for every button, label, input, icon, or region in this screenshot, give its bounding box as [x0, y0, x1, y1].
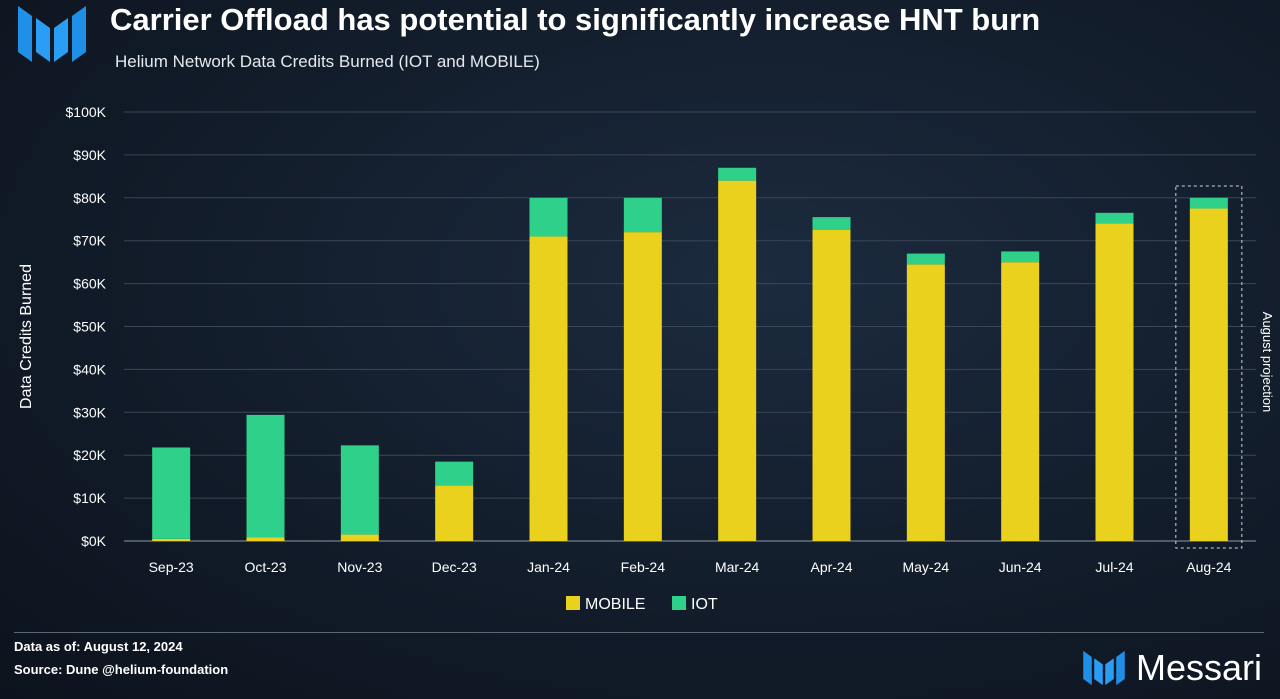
legend-swatch-mobile — [566, 596, 580, 610]
y-tick-label: $20K — [73, 447, 106, 463]
bar-iot — [623, 197, 662, 233]
y-tick-label: $50K — [73, 319, 106, 335]
bar-iot — [152, 447, 191, 539]
bar-iot — [906, 253, 945, 265]
x-tick-label: May-24 — [902, 559, 949, 575]
y-tick-label: $100K — [66, 104, 107, 120]
bar-mobile — [246, 537, 285, 541]
y-tick-label: $90K — [73, 147, 106, 163]
brand-lockup: Messari — [1082, 645, 1262, 691]
projection-annotation: August projection — [1260, 312, 1275, 412]
y-tick-label: $30K — [73, 404, 106, 420]
bar-mobile — [718, 180, 757, 541]
stacked-bar-chart: $0K $10K $20K $30K $40K $50K $60K $70K $80K $90K $… — [18, 104, 1275, 613]
y-tick-label: $0K — [81, 533, 107, 549]
bar-iot — [1095, 212, 1134, 224]
x-tick-label: Sep-23 — [149, 559, 194, 575]
bar-iot — [435, 461, 474, 486]
x-tick-label: Dec-23 — [432, 559, 477, 575]
bar-mobile — [812, 229, 851, 541]
x-tick-label: Nov-23 — [337, 559, 382, 575]
messari-logo-icon — [18, 6, 86, 62]
bar-iot — [718, 167, 757, 181]
y-tick-label: $60K — [73, 276, 106, 292]
bar-iot — [246, 414, 285, 538]
bar-mobile — [1189, 208, 1228, 541]
x-tick-label: Feb-24 — [621, 559, 666, 575]
legend-swatch-iot — [672, 596, 686, 610]
y-tick-label: $80K — [73, 190, 106, 206]
messari-logo-icon — [1083, 650, 1125, 686]
data-as-of-note: Data as of: August 12, 2024 — [14, 639, 183, 654]
bar-mobile — [152, 538, 191, 541]
chart-subtitle: Helium Network Data Credits Burned (IOT … — [115, 52, 540, 71]
bar-iot — [1001, 251, 1040, 263]
footer-divider — [14, 632, 1264, 633]
y-tick-label: $10K — [73, 490, 106, 506]
x-tick-label: Aug-24 — [1186, 559, 1231, 575]
page-title: Carrier Offload has potential to signifi… — [110, 2, 1041, 37]
x-tick-label: Jan-24 — [527, 559, 570, 575]
projection-box — [1175, 185, 1243, 549]
bar-mobile — [1001, 262, 1040, 541]
bar-iot — [812, 217, 851, 230]
bar-mobile — [623, 232, 662, 541]
source-note: Source: Dune @helium-foundation — [14, 662, 229, 677]
bar-mobile — [529, 236, 568, 541]
legend-label-mobile: MOBILE — [585, 596, 645, 613]
bar-iot — [529, 197, 568, 237]
x-tick-label: Jul-24 — [1095, 559, 1133, 575]
y-axis-label: Data Credits Burned — [18, 264, 35, 409]
legend-label-iot: IOT — [691, 596, 718, 613]
x-tick-label: Oct-23 — [244, 559, 286, 575]
x-tick-label: Mar-24 — [715, 559, 760, 575]
bar-iot — [1189, 197, 1228, 209]
y-tick-label: $40K — [73, 361, 106, 377]
y-tick-label: $70K — [73, 233, 106, 249]
bar-mobile — [906, 264, 945, 541]
x-tick-label: Jun-24 — [999, 559, 1042, 575]
x-tick-label: Apr-24 — [810, 559, 852, 575]
bar-mobile — [1095, 223, 1134, 542]
bar-iot — [340, 445, 379, 535]
brand-name: Messari — [1135, 647, 1262, 688]
bar-mobile — [435, 485, 474, 541]
bar-mobile — [340, 534, 379, 541]
